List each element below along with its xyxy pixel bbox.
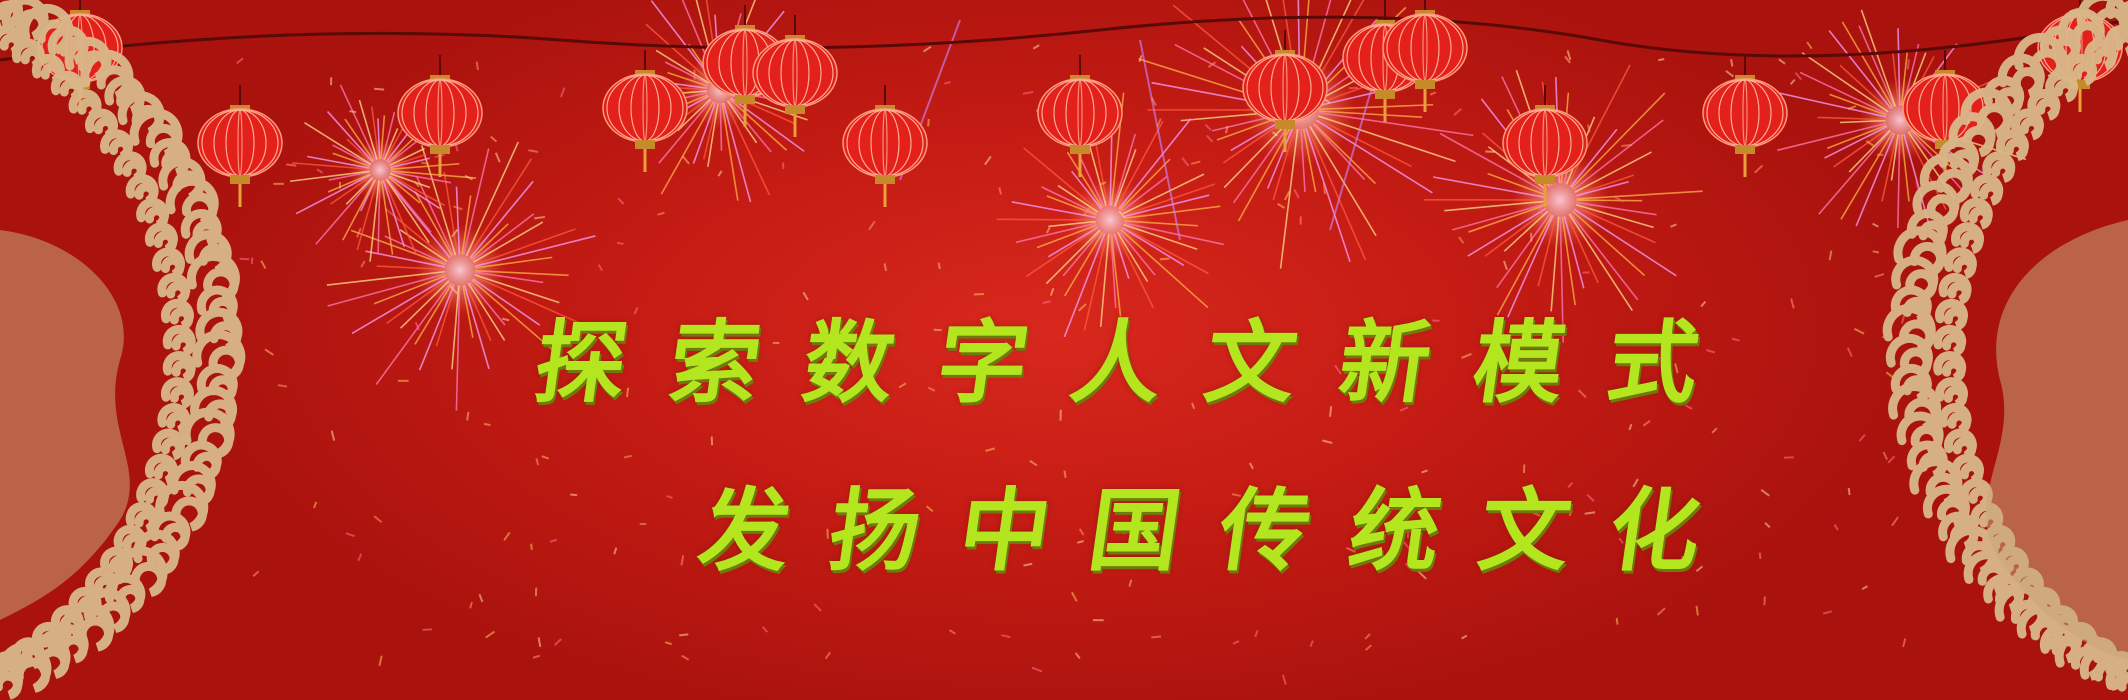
red-lantern [602,50,688,172]
red-lantern [1242,30,1328,152]
red-lantern [1382,0,1468,112]
red-lantern [1037,55,1123,177]
firework-burst [996,91,1224,338]
red-lantern [752,15,838,137]
red-lantern [1502,85,1588,207]
red-lantern [1702,55,1788,177]
red-lantern [842,85,928,207]
firework-burst [326,141,596,411]
red-lantern [197,85,283,207]
firework-streak [1139,39,1181,241]
red-lantern [397,55,483,177]
firework-burst [289,84,477,262]
